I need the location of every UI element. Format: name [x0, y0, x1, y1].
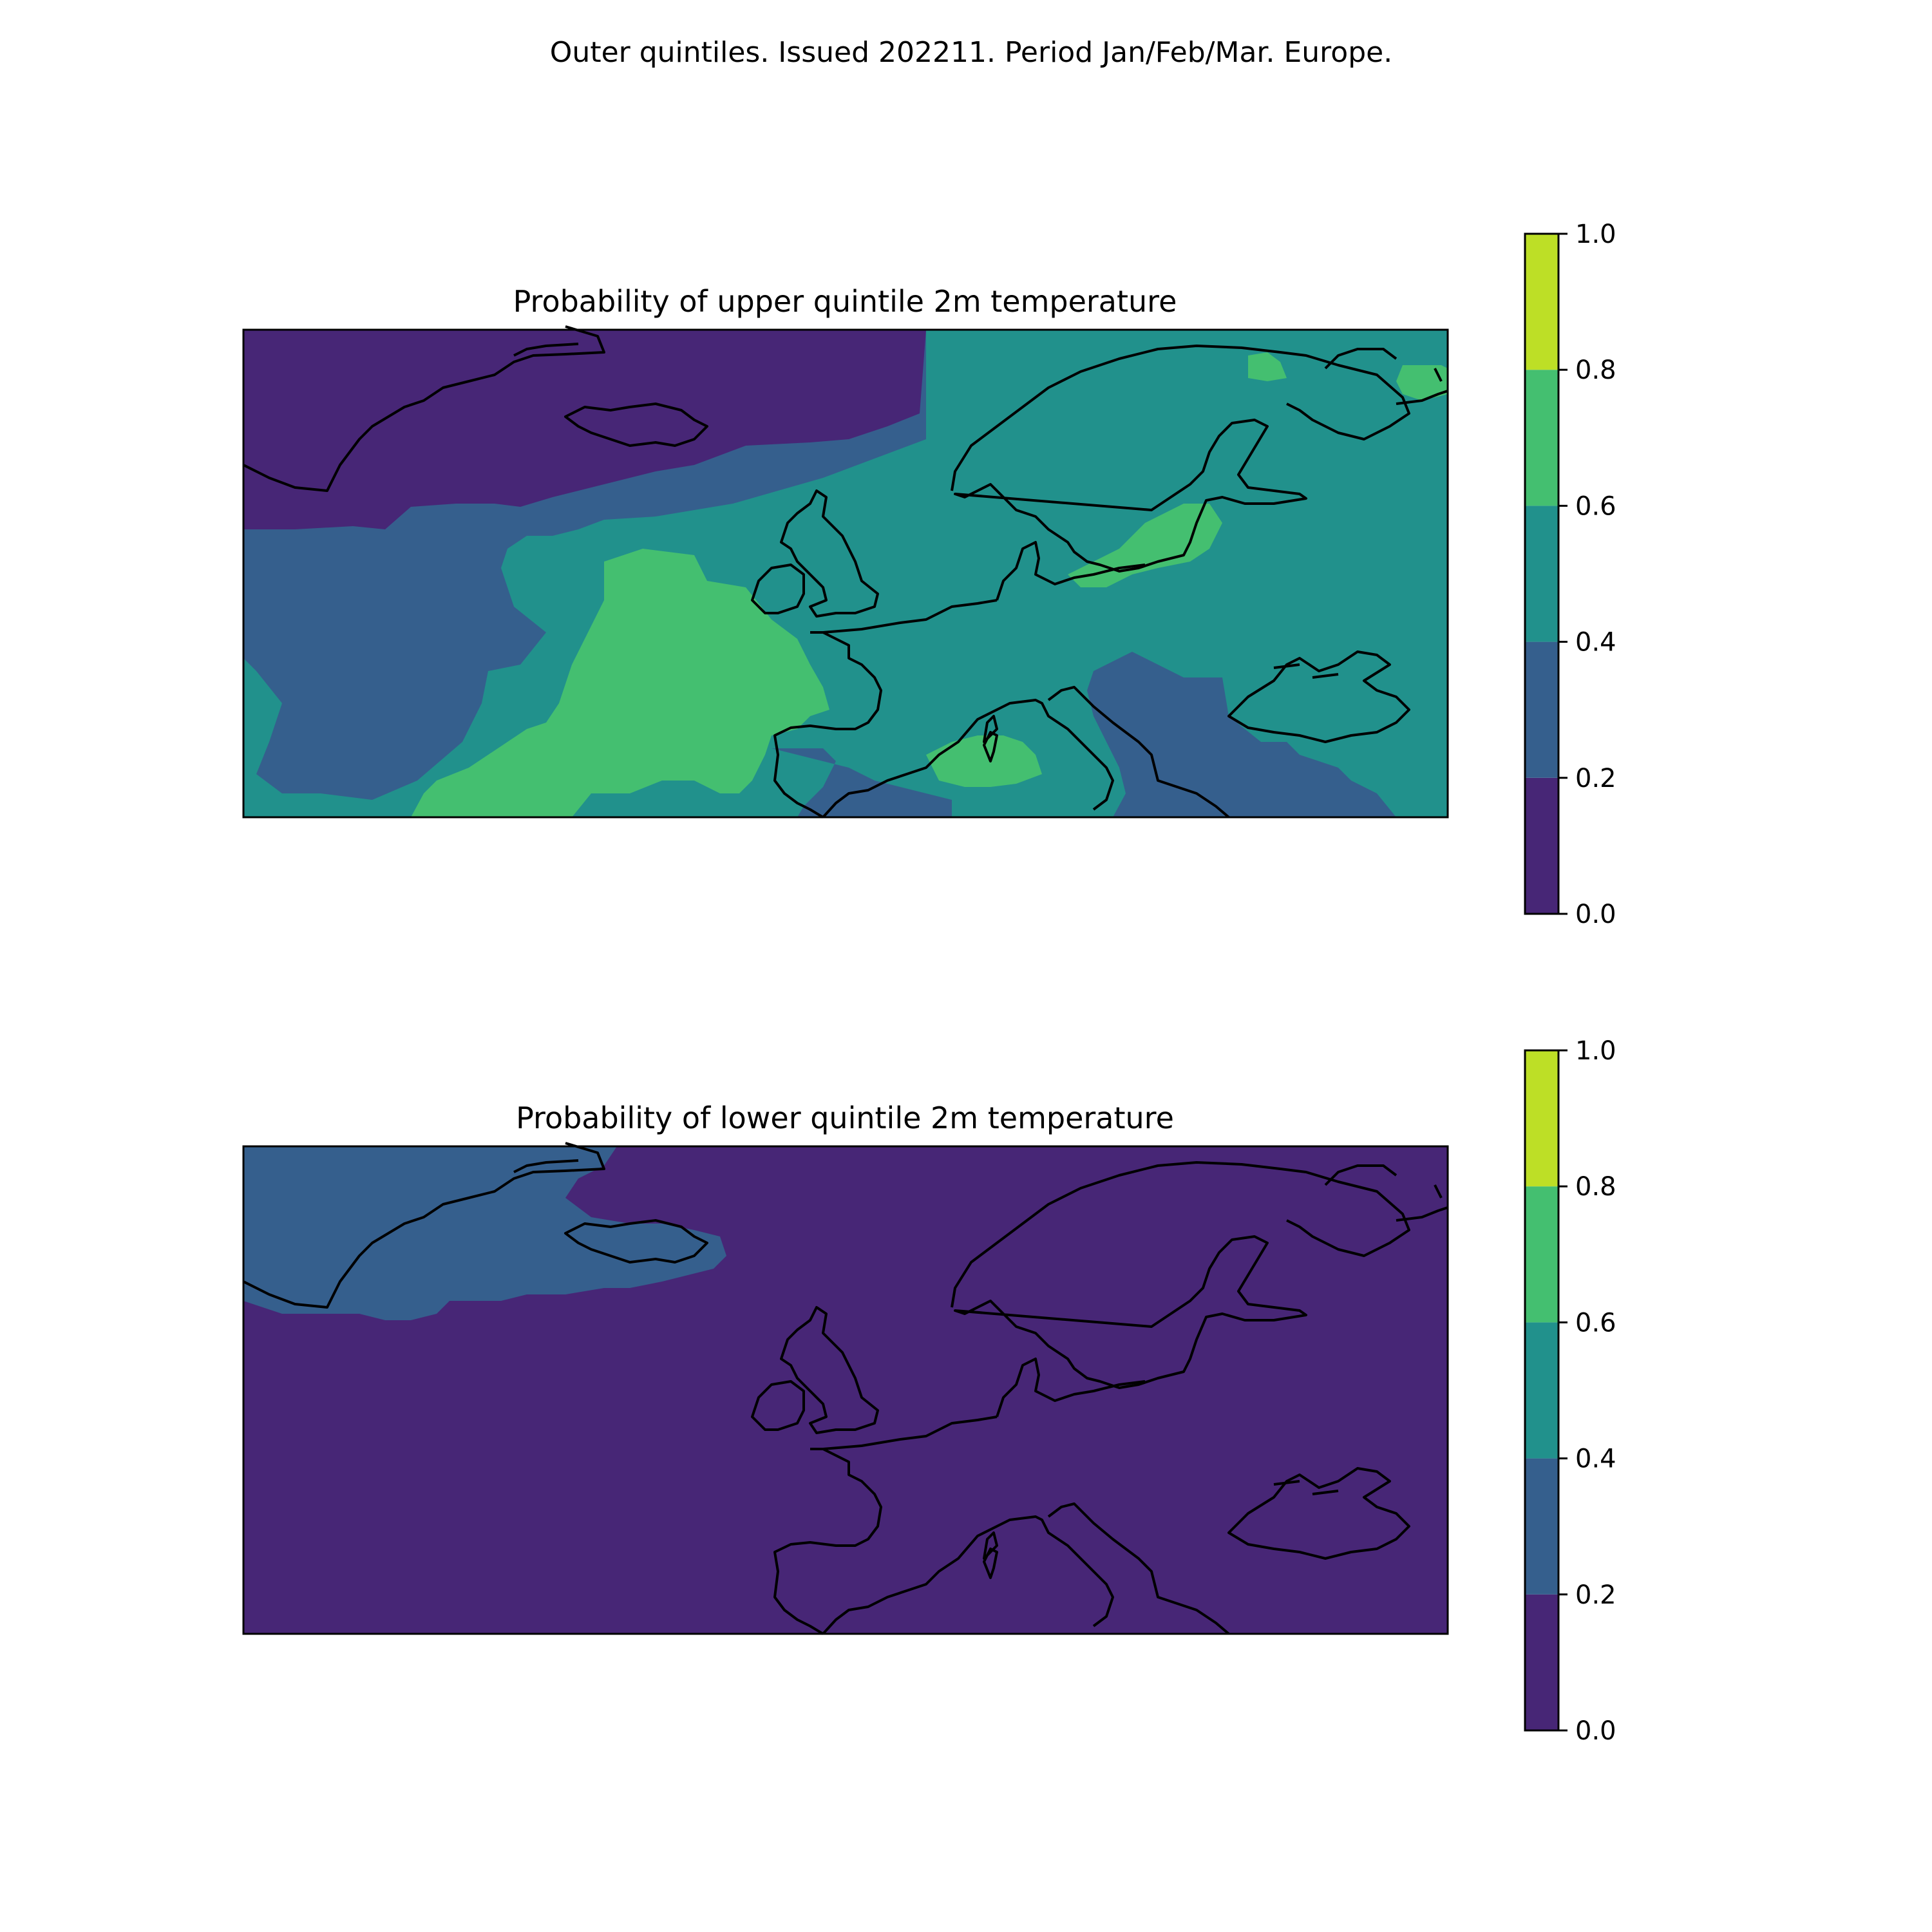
colorbar-band [1525, 1594, 1558, 1730]
region-greenland-iceland-low [243, 1146, 726, 1320]
colorbar-lower: 0.0 0.2 0.4 0.6 0.8 1.0 [1524, 1036, 1616, 1746]
region-iberia-atlantic-high [411, 549, 829, 817]
colorbar-band [1525, 641, 1558, 778]
colorbar-band [1525, 234, 1558, 370]
map-panel-upper [242, 325, 1449, 819]
panel-title-lower: Probability of lower quintile 2m tempera… [516, 1101, 1174, 1135]
colorbar-tick-label: 0.0 [1575, 900, 1616, 929]
colorbar-tick-label: 0.6 [1575, 1308, 1616, 1338]
colorbar-band [1525, 1458, 1558, 1595]
colorbar-tick-label: 1.0 [1575, 1036, 1616, 1066]
map-panel-lower [242, 1142, 1449, 1635]
colorbar-tick-label: 0.2 [1575, 1580, 1616, 1610]
panel-title-upper: Probability of upper quintile 2m tempera… [513, 284, 1177, 319]
region-kola-high [1396, 365, 1448, 401]
region-balkans-low [1087, 652, 1396, 817]
colorbar-band [1525, 1050, 1558, 1187]
colorbar-tick-label: 0.6 [1575, 491, 1616, 521]
colorbar-tick-label: 0.4 [1575, 628, 1616, 658]
colorbar-tick-label: 0.0 [1575, 1716, 1616, 1746]
colorbar-tick-label: 0.4 [1575, 1444, 1616, 1474]
colorbar-tick-label: 1.0 [1575, 220, 1616, 249]
figure-suptitle: Outer quintiles. Issued 202211. Period J… [550, 36, 1392, 69]
colorbar-tick-label: 0.8 [1575, 1172, 1616, 1202]
region-north-russia-high [1248, 352, 1287, 381]
colorbar-upper: 0.0 0.2 0.4 0.6 0.8 1.0 [1524, 220, 1616, 929]
colorbar-tick-label: 0.2 [1575, 764, 1616, 793]
colorbar-band [1525, 777, 1558, 914]
colorbar-band [1525, 1322, 1558, 1459]
region-mediterranean-low [772, 748, 952, 817]
colorbar-frame [1524, 232, 1560, 915]
colorbar-tick-label: 0.8 [1575, 355, 1616, 385]
colorbar-band [1525, 506, 1558, 642]
colorbar-band [1525, 370, 1558, 506]
map-frame-lower [242, 1145, 1449, 1635]
region-sardinia-high [926, 735, 1042, 787]
map-frame-upper [242, 328, 1449, 819]
colorbar-band [1525, 1186, 1558, 1323]
colorbar-frame [1524, 1049, 1560, 1732]
